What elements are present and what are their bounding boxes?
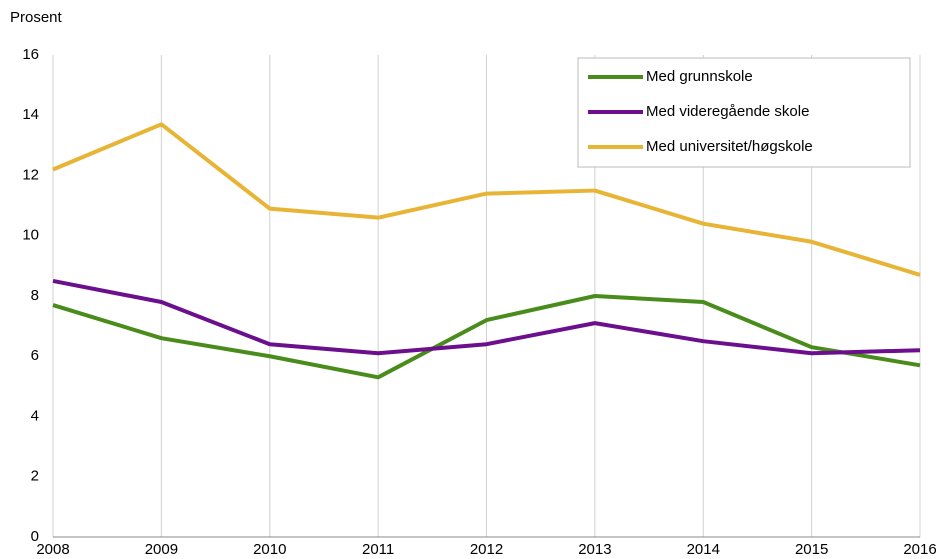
x-tick-label: 2014	[687, 541, 720, 558]
x-tick-label: 2012	[470, 541, 503, 558]
y-tick-label: 0	[31, 528, 39, 545]
y-tick-label: 6	[31, 347, 39, 364]
x-tick-label: 2011	[362, 541, 394, 558]
legend-label: Med grunnskole	[646, 68, 753, 85]
series-line	[52, 294, 921, 380]
series-line	[52, 122, 921, 277]
series-line	[52, 278, 921, 356]
x-tick-label: 2013	[578, 541, 611, 558]
y-tick-label: 4	[31, 407, 39, 424]
legend-label: Med universitet/høgskole	[646, 138, 813, 155]
y-tick-label: 2	[31, 468, 39, 485]
y-tick-label: 10	[22, 227, 39, 244]
x-tick-label: 2016	[903, 541, 936, 558]
y-tick-label: 12	[22, 166, 39, 183]
y-tick-label: 14	[22, 106, 39, 123]
x-tick-label: 2010	[253, 541, 286, 558]
y-tick-label: 8	[31, 287, 39, 304]
y-tick-label: 16	[22, 46, 39, 63]
x-tick-label: 2009	[145, 541, 178, 558]
x-tick-label: 2015	[795, 541, 828, 558]
y-axis-label: Prosent	[10, 9, 63, 26]
legend-label: Med videregående skole	[646, 103, 809, 120]
x-tick-label: 2008	[36, 541, 69, 558]
